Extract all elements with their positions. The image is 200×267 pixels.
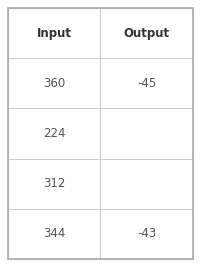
Text: -43: -43 <box>136 227 156 240</box>
Text: 360: 360 <box>43 77 65 90</box>
Text: 344: 344 <box>43 227 65 240</box>
Bar <box>8 209 100 259</box>
Bar <box>100 58 192 108</box>
Bar <box>8 159 100 209</box>
Bar <box>100 209 192 259</box>
Text: Output: Output <box>123 27 169 40</box>
Text: 224: 224 <box>43 127 65 140</box>
Bar <box>100 108 192 159</box>
Bar <box>8 58 100 108</box>
Bar <box>100 8 192 58</box>
Bar <box>8 108 100 159</box>
Text: Input: Input <box>37 27 71 40</box>
Text: -45: -45 <box>136 77 156 90</box>
Bar <box>8 8 100 58</box>
Bar <box>100 159 192 209</box>
Text: 312: 312 <box>43 177 65 190</box>
